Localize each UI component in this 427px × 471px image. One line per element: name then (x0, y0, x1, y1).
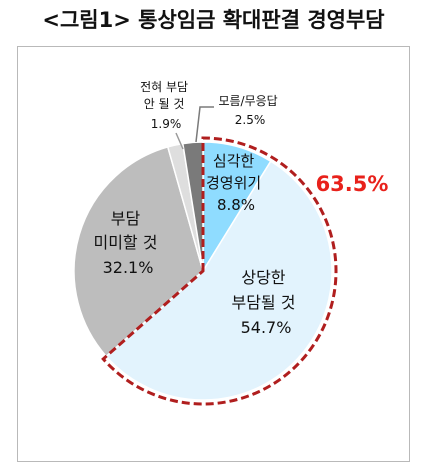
label-minimal-burden-line2: 미미할 것 (93, 233, 157, 252)
slice-labels: 심각한 경영위기 8.8% 상당한 부담될 것 54.7% 부담 미미할 것 3… (93, 80, 300, 337)
label-severe-crisis: 심각한 경영위기 8.8% (206, 152, 266, 214)
label-no-burden-value: 1.9% (151, 117, 182, 131)
leader-line-no-burden (175, 132, 184, 150)
label-severe-crisis-line1: 심각한 (213, 152, 255, 170)
highlight-total-label: 63.5% (316, 172, 389, 196)
slice-considerable-burden (105, 160, 333, 401)
label-dont-know-value: 2.5% (235, 113, 266, 127)
label-dont-know: 모름/무응답 2.5% (218, 94, 281, 127)
label-no-burden-line1: 전혀 부담 (140, 80, 188, 94)
label-minimal-burden: 부담 미미할 것 32.1% (93, 209, 162, 277)
label-considerable-burden-line2: 부담될 것 (231, 293, 295, 312)
slice-dont-know (181, 141, 204, 272)
chart-title: <그림1> 통상임금 확대판결 경영부담 (42, 8, 385, 32)
chart-frame (17, 46, 410, 462)
highlight-dashed-outline (101, 136, 338, 406)
label-severe-crisis-value: 8.8% (217, 196, 255, 214)
label-minimal-burden-value: 32.1% (103, 258, 154, 277)
label-no-burden-line2: 안 될 것 (144, 97, 185, 111)
label-dont-know-line1: 모름/무응답 (218, 94, 277, 108)
leader-line-dont-know (195, 106, 214, 143)
label-considerable-burden-value: 54.7% (241, 318, 292, 337)
label-considerable-burden: 상당한 부담될 것 54.7% (231, 268, 300, 337)
label-no-burden: 전혀 부담 안 될 것 1.9% (140, 80, 192, 131)
label-considerable-burden-line1: 상당한 (241, 268, 285, 287)
label-minimal-burden-line1: 부담 (111, 209, 141, 228)
pie-slices (73, 141, 333, 401)
label-severe-crisis-line2: 경영위기 (206, 174, 261, 192)
slice-minimal-burden (73, 145, 204, 358)
